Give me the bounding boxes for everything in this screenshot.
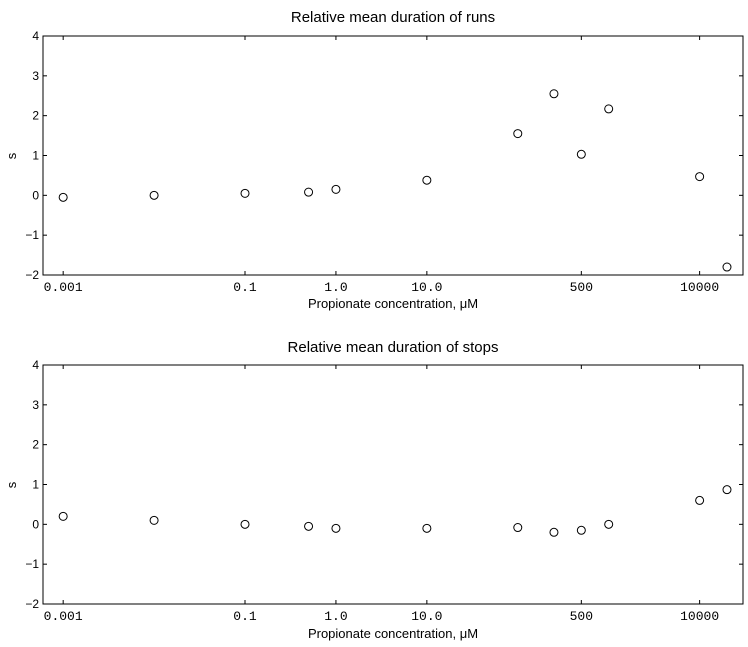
runs-x-tick-label: 0.001 (44, 280, 83, 295)
runs-x-tick-label: 1.0 (324, 280, 347, 295)
runs-data-point (422, 175, 432, 185)
stops-y-axis-label: s (4, 481, 19, 488)
stops-x-tick-label: 10000 (680, 609, 719, 624)
stops-data-point (240, 519, 250, 529)
runs-data-point (149, 190, 159, 200)
runs-title: Relative mean duration of runs (291, 9, 495, 26)
runs-x-ticks: 0.001 0.1 1.0 10.0 500 10000 (44, 36, 719, 295)
stops-x-tick-label: 0.1 (233, 609, 257, 624)
stops-points (58, 485, 732, 537)
stops-x-tick-label: 0.001 (44, 609, 83, 624)
runs-x-tick-label: 10000 (680, 280, 719, 295)
stops-x-tick-label: 1.0 (324, 609, 347, 624)
stops-panel: Relative mean duration of stops 0.001 0.1… (4, 339, 744, 641)
runs-data-point (604, 104, 614, 114)
stops-x-tick-label: 10.0 (411, 609, 442, 624)
runs-y-tick-label: −2 (25, 268, 39, 282)
runs-x-tick-label: 500 (570, 280, 593, 295)
stops-x-tick-label: 500 (570, 609, 593, 624)
stops-y-tick-label: 4 (32, 358, 39, 372)
runs-data-point (58, 192, 68, 202)
runs-data-point (576, 149, 586, 159)
stops-title: Relative mean duration of stops (288, 339, 499, 356)
runs-data-point (722, 262, 732, 272)
runs-x-tick-label: 0.1 (233, 280, 257, 295)
runs-data-point (549, 89, 559, 99)
runs-plot-frame (42, 35, 744, 276)
stops-x-axis-label: Propionate concentration, μM (308, 626, 478, 641)
stops-data-point (604, 519, 614, 529)
runs-data-point (513, 129, 523, 139)
runs-panel: Relative mean duration of runs 0.001 0.1 1… (4, 9, 744, 311)
runs-y-tick-label: 3 (32, 69, 39, 83)
runs-data-point (331, 184, 341, 194)
runs-x-axis-label: Propionate concentration, μM (308, 296, 478, 311)
stops-y-tick-label: −2 (25, 597, 39, 611)
stops-data-point (422, 523, 432, 533)
runs-x-tick-label: 10.0 (411, 280, 442, 295)
stops-y-tick-label: 2 (32, 438, 39, 452)
stops-data-point (58, 511, 68, 521)
runs-y-ticks: −2 −1 0 1 2 3 4 (25, 29, 743, 282)
stops-y-tick-label: 3 (32, 398, 39, 412)
stops-y-tick-label: −1 (25, 557, 39, 571)
runs-data-point (695, 172, 705, 182)
stops-data-point (549, 527, 559, 537)
stops-data-point (695, 495, 705, 505)
stops-data-point (304, 521, 314, 531)
runs-points (58, 89, 732, 272)
runs-y-tick-label: 2 (32, 109, 39, 123)
stops-y-ticks: −2 −1 0 1 2 3 4 (25, 358, 743, 611)
runs-data-point (240, 188, 250, 198)
runs-y-axis-label: s (4, 152, 19, 159)
stops-data-point (722, 485, 732, 495)
stops-data-point (513, 523, 523, 533)
stops-y-tick-label: 0 (32, 517, 39, 531)
stops-data-point (331, 523, 341, 533)
runs-y-tick-label: −1 (25, 228, 39, 242)
runs-y-tick-label: 4 (32, 29, 39, 43)
runs-y-tick-label: 1 (32, 149, 39, 163)
stops-data-point (576, 525, 586, 535)
stops-plot-frame (42, 364, 744, 605)
stops-data-point (149, 515, 159, 525)
stops-y-tick-label: 1 (32, 478, 39, 492)
runs-data-point (304, 187, 314, 197)
stops-x-ticks: 0.001 0.1 1.0 10.0 500 10000 (44, 365, 719, 624)
runs-y-tick-label: 0 (32, 188, 39, 202)
